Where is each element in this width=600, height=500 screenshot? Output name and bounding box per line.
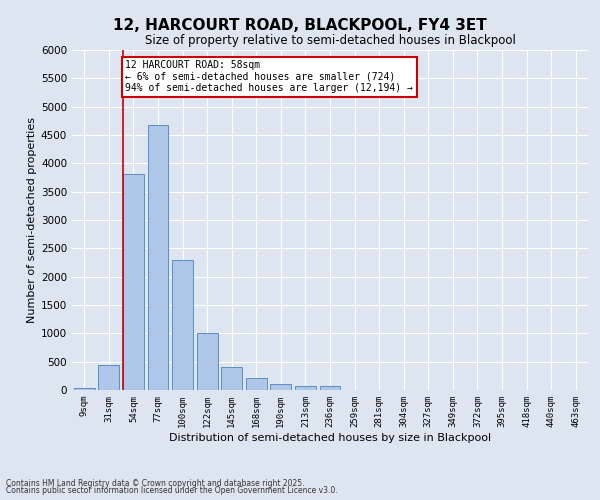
Text: Contains HM Land Registry data © Crown copyright and database right 2025.: Contains HM Land Registry data © Crown c… (6, 478, 305, 488)
Text: 12, HARCOURT ROAD, BLACKPOOL, FY4 3ET: 12, HARCOURT ROAD, BLACKPOOL, FY4 3ET (113, 18, 487, 32)
Bar (295, 386, 316, 390)
Bar (197, 334, 218, 390)
Text: 12 HARCOURT ROAD: 58sqm
← 6% of semi-detached houses are smaller (724)
94% of se: 12 HARCOURT ROAD: 58sqm ← 6% of semi-det… (125, 60, 413, 94)
Bar (172, 260, 193, 390)
Bar (246, 378, 267, 390)
Text: Contains public sector information licensed under the Open Government Licence v3: Contains public sector information licen… (6, 486, 338, 495)
Bar (74, 388, 95, 390)
Bar (123, 174, 144, 390)
Bar (320, 386, 340, 390)
Bar (148, 125, 169, 390)
Bar (271, 384, 292, 390)
Title: Size of property relative to semi-detached houses in Blackpool: Size of property relative to semi-detach… (145, 34, 515, 48)
Bar (98, 365, 119, 390)
Y-axis label: Number of semi-detached properties: Number of semi-detached properties (27, 117, 37, 323)
X-axis label: Distribution of semi-detached houses by size in Blackpool: Distribution of semi-detached houses by … (169, 432, 491, 442)
Bar (221, 367, 242, 390)
